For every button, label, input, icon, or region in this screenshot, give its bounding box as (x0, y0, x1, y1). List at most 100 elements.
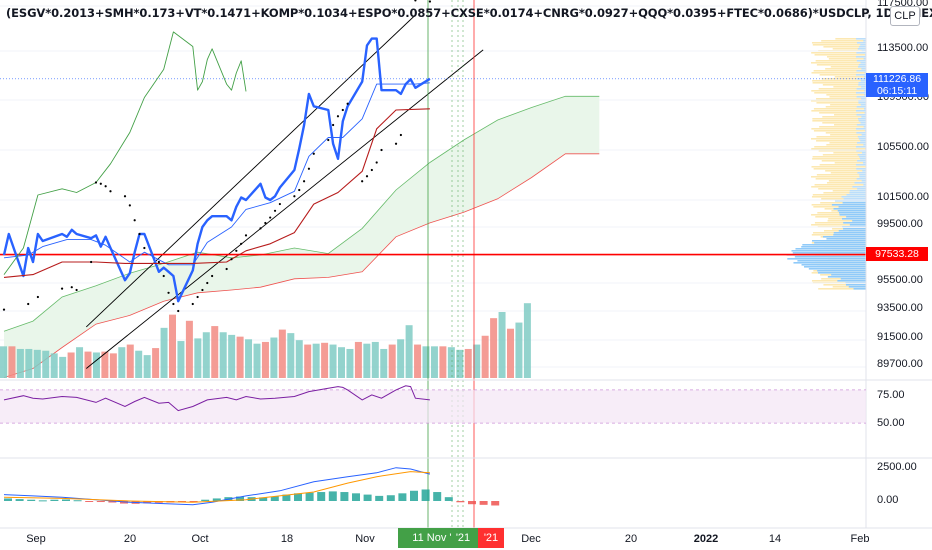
y-tick-label: 0.00 (877, 494, 898, 506)
sar-dot (332, 123, 335, 127)
x-tick-label: Oct (191, 533, 208, 545)
channel-lower-line (85, 49, 484, 369)
profile-bar (841, 218, 866, 220)
sar-dot (60, 287, 64, 290)
y-tick-label: 105500.00 (877, 141, 929, 153)
profile-bar (821, 160, 866, 162)
profile-bar (859, 158, 866, 160)
sar-dot (361, 180, 364, 183)
profile-bar (812, 194, 866, 196)
profile-bar (856, 96, 866, 98)
profile-bar (857, 188, 866, 190)
profile-bar (827, 220, 866, 222)
profile-bar (811, 166, 866, 168)
profile-bar (857, 160, 866, 162)
profile-bar (863, 108, 866, 110)
volume-bar (118, 347, 126, 378)
sar-dot (302, 180, 306, 183)
volume-bar (388, 344, 396, 378)
last-price-label: 111226.86 06:15:11 (866, 73, 928, 97)
y-tick-label: 89700.00 (877, 358, 923, 370)
profile-bar (822, 154, 866, 156)
profile-bar (842, 202, 866, 204)
histogram-bar (15, 499, 24, 501)
volume-bar (523, 303, 531, 378)
marked-price-label: 97533.28 (866, 247, 928, 261)
profile-bar (859, 176, 866, 178)
profile-bar (856, 106, 866, 108)
profile-bar (863, 126, 866, 128)
volume-profile (786, 38, 866, 290)
profile-bar (827, 276, 866, 278)
profile-bar (794, 256, 866, 258)
volume-bar (261, 341, 269, 378)
profile-bar (834, 200, 866, 202)
profile-bar (793, 262, 866, 264)
profile-bar (823, 46, 866, 48)
profile-bar (814, 92, 866, 94)
profile-bar (822, 116, 866, 118)
profile-bar (858, 84, 866, 86)
profile-bar (811, 72, 866, 74)
volume-bar (169, 314, 176, 378)
y-tick-label: 93500.00 (877, 302, 923, 314)
volume-bar (253, 343, 261, 378)
histogram-bar (468, 501, 476, 505)
sar-dot (36, 295, 39, 299)
profile-bar (856, 88, 866, 90)
sar-dot (235, 249, 238, 252)
volume-bar (380, 348, 388, 378)
volume-bar (414, 344, 422, 378)
secondary-date-tag-red: '21 (478, 528, 504, 548)
profile-bar (863, 162, 866, 164)
profile-bar (811, 196, 866, 198)
histogram-bar (363, 494, 372, 501)
profile-bar (815, 178, 866, 180)
profile-bar (856, 42, 866, 44)
volume-bar (278, 329, 286, 378)
profile-bar (849, 224, 866, 226)
chart-title: (ESGV*0.2013+SMH*0.173+VT*0.1471+KOMP*0.… (6, 6, 932, 20)
sar-dot (157, 260, 160, 264)
profile-bar (811, 148, 866, 150)
profile-bar (811, 224, 866, 226)
sar-dot (380, 148, 383, 152)
x-tick-label: Sep (26, 533, 46, 545)
histogram-bar (189, 501, 198, 502)
profile-bar (864, 54, 866, 56)
y-tick-label: 50.00 (877, 417, 905, 429)
volume-bar (202, 332, 210, 378)
volume-bar (439, 346, 447, 378)
profile-bar (814, 242, 866, 244)
parabolic-sar (2, 0, 432, 313)
volume-bar (245, 339, 253, 378)
histogram-bar (85, 501, 94, 502)
profile-bar (860, 122, 866, 124)
y-tick-label: 101500.00 (877, 191, 929, 203)
profile-bar (812, 44, 866, 46)
profile-bar (856, 114, 866, 116)
profile-bar (833, 234, 866, 236)
volume-bar (405, 325, 413, 378)
profile-bar (835, 38, 866, 40)
volume-bar (371, 341, 379, 378)
profile-bar (816, 64, 866, 66)
profile-bar (830, 104, 866, 106)
profile-bar (826, 56, 866, 58)
profile-bar (819, 164, 866, 166)
currency-button[interactable]: CLP (890, 6, 920, 26)
histogram-bar (375, 495, 384, 501)
y-tick-label: 75.00 (877, 389, 905, 401)
profile-bar (811, 214, 866, 216)
sar-dot (293, 195, 296, 198)
volume-bar (16, 348, 24, 378)
profile-bar (811, 128, 866, 130)
sar-dot (162, 274, 165, 278)
profile-bar (864, 90, 866, 92)
macd-line (3, 467, 431, 506)
histogram-bar (340, 492, 349, 501)
histogram-bar (410, 490, 418, 501)
profile-bar (859, 174, 866, 176)
profile-bar (846, 216, 866, 218)
